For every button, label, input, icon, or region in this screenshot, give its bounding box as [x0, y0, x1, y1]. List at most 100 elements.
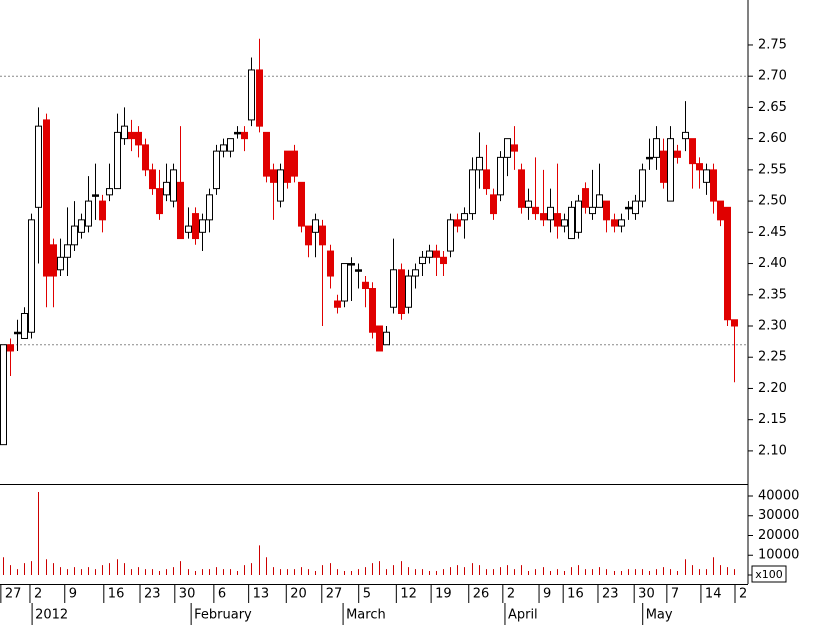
x-tick-label: 13 [253, 587, 270, 602]
candle-body [177, 181, 184, 240]
candle-body [724, 206, 731, 321]
candle-body [667, 138, 674, 202]
candle-body [121, 125, 128, 140]
candle-body [412, 269, 419, 277]
candle-body [454, 219, 461, 227]
candle-body [653, 138, 660, 158]
candle-body [710, 169, 717, 202]
candle-body [241, 131, 248, 140]
candle-body [440, 256, 447, 265]
y-tick-label: 2.45 [758, 225, 787, 240]
candle-body [7, 344, 14, 352]
candle-body [170, 169, 177, 202]
candle-body [135, 131, 142, 146]
candle-body [540, 213, 547, 221]
x-tick-label: 2 [739, 587, 747, 602]
y-tick-label: 2.35 [758, 287, 787, 302]
month-label: 2012 [35, 608, 68, 623]
x-tick-label: 2 [507, 587, 515, 602]
y-tick-label: 2.30 [758, 318, 787, 333]
candle-body [50, 244, 57, 277]
month-label: February [194, 608, 252, 623]
candle-body [163, 181, 170, 196]
x-tick-label: 23 [144, 587, 161, 602]
x-tick-label: 9 [543, 587, 551, 602]
candle-body [646, 156, 653, 160]
candle-body [220, 144, 227, 152]
candle-body [561, 219, 568, 227]
candle-body [490, 194, 497, 215]
candle-body [256, 69, 263, 127]
month-label: April [508, 608, 538, 623]
candle-body [476, 156, 483, 171]
x-tick-label: 7 [671, 587, 679, 602]
candle-body [43, 119, 50, 277]
y2-tick-label: 10000 [758, 548, 799, 563]
y-tick-label: 2.25 [758, 350, 787, 365]
candle-body [390, 269, 397, 308]
candle-body [547, 206, 554, 221]
x-tick-label: 27 [326, 587, 343, 602]
candle-body [511, 144, 518, 152]
x-tick-label: 5 [363, 587, 371, 602]
candle-body [277, 169, 284, 202]
candle-body [731, 319, 738, 327]
candle-body [156, 188, 163, 215]
y-tick-label: 2.15 [758, 412, 787, 427]
x-tick-label: 27 [5, 587, 22, 602]
candle-body [618, 219, 625, 227]
candle-body [682, 131, 689, 140]
y-tick-label: 2.75 [758, 37, 787, 52]
candle-body [291, 150, 298, 177]
candle-body [611, 219, 618, 227]
candle-body [504, 138, 511, 158]
month-label: March [346, 608, 386, 623]
y2-tick-label: 40000 [758, 489, 799, 504]
volume-unit: x100 [755, 568, 783, 581]
candle-body [603, 200, 610, 221]
candle-body [568, 206, 575, 240]
candle-body [199, 219, 206, 233]
x-tick-label: 26 [473, 587, 490, 602]
candle-body [383, 331, 390, 346]
candle-body [632, 200, 639, 215]
candle-body [398, 269, 405, 315]
candle-body [483, 169, 490, 190]
candle-body [518, 169, 525, 208]
candle-body [376, 325, 383, 352]
candle-body [234, 131, 241, 135]
y-tick-label: 2.70 [758, 69, 787, 84]
candle-body [419, 256, 426, 265]
candle-body [575, 200, 582, 233]
candle-body [71, 225, 78, 246]
x-tick-label: 16 [567, 587, 584, 602]
candle-body [447, 219, 454, 252]
candle-body [21, 313, 28, 339]
candle-body [99, 200, 106, 221]
y-tick-label: 2.55 [758, 162, 787, 177]
y-tick-label: 2.65 [758, 100, 787, 115]
x-tick-label: 19 [435, 587, 452, 602]
candle-body [348, 263, 355, 266]
candle-body [0, 344, 7, 446]
candle-body [696, 163, 703, 171]
candle-body [525, 200, 532, 208]
x-tick-label: 6 [218, 587, 226, 602]
candle-body [270, 169, 277, 183]
candle-body [128, 131, 135, 140]
candle-body [28, 219, 35, 333]
candle-body [213, 150, 220, 190]
candle-body [192, 213, 199, 240]
candle-body [334, 300, 341, 308]
candle-body [284, 150, 291, 183]
candle-body [64, 244, 71, 258]
candle-body [497, 156, 504, 196]
candle-body [106, 188, 113, 196]
candle-body [596, 194, 603, 208]
candle-body [142, 144, 149, 171]
candle-body [85, 200, 92, 227]
x-tick-label: 30 [179, 587, 196, 602]
x-tick-label: 20 [290, 587, 307, 602]
x-tick-label: 30 [638, 587, 655, 602]
